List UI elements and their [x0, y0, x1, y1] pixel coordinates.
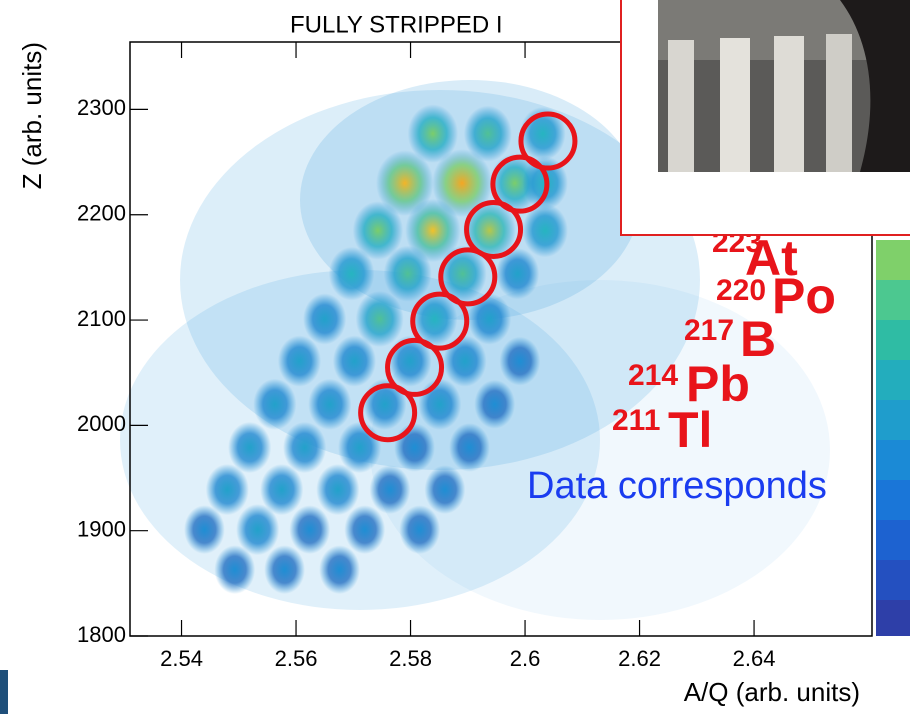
density-blob: [405, 198, 461, 263]
density-blob: [474, 379, 516, 429]
y-tick-label: 1900: [77, 516, 126, 541]
density-blob: [463, 200, 516, 261]
density-blob: [394, 423, 435, 472]
highlight-circle: [410, 291, 470, 351]
density-blob: [418, 378, 462, 430]
density-blob: [499, 336, 541, 386]
density-blob: [260, 464, 304, 516]
density-blob: [383, 245, 432, 302]
density-blob: [264, 545, 305, 595]
isotope-mass: 214: [628, 359, 678, 392]
density-blob: [228, 421, 272, 474]
density-blob: [316, 464, 360, 516]
x-tick-label: 2.54: [160, 646, 203, 671]
y-tick-label: 2200: [77, 201, 126, 226]
density-blob: [399, 505, 441, 555]
isotope-element: Po: [772, 268, 836, 324]
density-blob: [283, 421, 327, 474]
chart-title: FULLY STRIPPED I: [290, 11, 503, 38]
highlight-circle: [518, 111, 578, 171]
density-blob: [319, 545, 360, 595]
y-tick-label: 2100: [77, 306, 126, 331]
x-tick-label: 2.62: [618, 646, 661, 671]
density-blob: [438, 245, 487, 302]
isotope-element: Pb: [686, 356, 750, 412]
density-blob: [332, 335, 377, 387]
x-axis-label: A/Q (arb. units): [684, 677, 860, 707]
density-blob: [253, 378, 297, 430]
density-blob: [289, 505, 331, 555]
y-axis-label: Z (arb. units): [17, 42, 47, 189]
caption: Data corresponds: [527, 465, 827, 507]
y-tick-label: 1800: [77, 622, 126, 647]
x-tick-label: 2.56: [275, 646, 318, 671]
density-blob: [303, 293, 347, 345]
density-blob: [355, 290, 404, 347]
y-tick-label: 2000: [77, 411, 126, 436]
density-blob: [328, 246, 375, 301]
density-blob: [443, 335, 487, 387]
density-blob: [496, 248, 540, 300]
density-blob: [352, 201, 404, 260]
density-blob: [463, 105, 512, 162]
colorbar: [876, 240, 910, 636]
density-blob: [205, 464, 249, 516]
highlight-circle: [490, 154, 550, 214]
y-tick-label: 2300: [77, 95, 126, 120]
density-blob: [308, 378, 352, 430]
density-blob: [236, 504, 280, 556]
highlight-circle: [385, 337, 445, 397]
corner-bar: [0, 670, 8, 714]
density-blob: [214, 545, 256, 595]
density-blob: [277, 335, 322, 387]
density-blob: [344, 505, 386, 555]
video-overlay: [620, 0, 910, 236]
isotope-mass: 217: [684, 314, 734, 347]
density-blob: [424, 465, 466, 515]
density-blob: [407, 104, 459, 163]
isotope-mass: 211: [612, 404, 660, 437]
isotope-element: B: [740, 311, 776, 367]
x-tick-label: 2.64: [733, 646, 776, 671]
isotope-mass: 220: [716, 274, 766, 307]
x-tick-label: 2.6: [510, 646, 541, 671]
highlight-circle: [464, 199, 524, 259]
highlight-circle: [358, 383, 418, 443]
x-tick-label: 2.58: [389, 646, 432, 671]
density-blob: [376, 150, 434, 216]
density-blob: [184, 505, 225, 555]
density-blob: [449, 423, 490, 472]
density-blob: [467, 293, 512, 345]
isotope-element: At: [745, 230, 798, 286]
density-blob: [432, 149, 493, 218]
isotope-element: Tl: [668, 402, 712, 458]
highlight-circle: [438, 247, 498, 307]
density-blob: [369, 465, 411, 515]
density-blob: [411, 292, 458, 346]
density-blob: [522, 203, 568, 258]
plot-frame: [129, 41, 873, 637]
